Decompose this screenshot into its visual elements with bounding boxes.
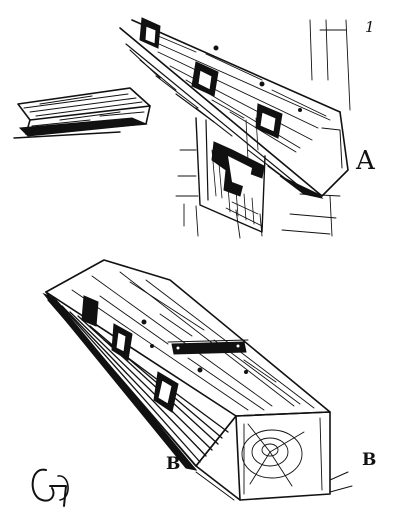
- label-b-left: B: [166, 454, 181, 474]
- ledger-shading: [129, 49, 301, 191]
- label-b-right: B: [362, 450, 377, 470]
- ledger-notches: [139, 17, 302, 139]
- squared-log-figure: [42, 259, 353, 501]
- wall-stones: [175, 19, 351, 239]
- figure-number: 1: [365, 18, 375, 36]
- log-mortises: [81, 295, 248, 413]
- iron-strap: [167, 339, 249, 355]
- loose-board: [13, 87, 151, 139]
- wall-post-figure: [13, 17, 351, 239]
- end-grain-rings: [241, 417, 323, 495]
- beam-grain: [143, 29, 331, 153]
- ground-shading: [195, 471, 353, 501]
- artist-monogram: [31, 468, 69, 507]
- label-a: A: [356, 146, 375, 176]
